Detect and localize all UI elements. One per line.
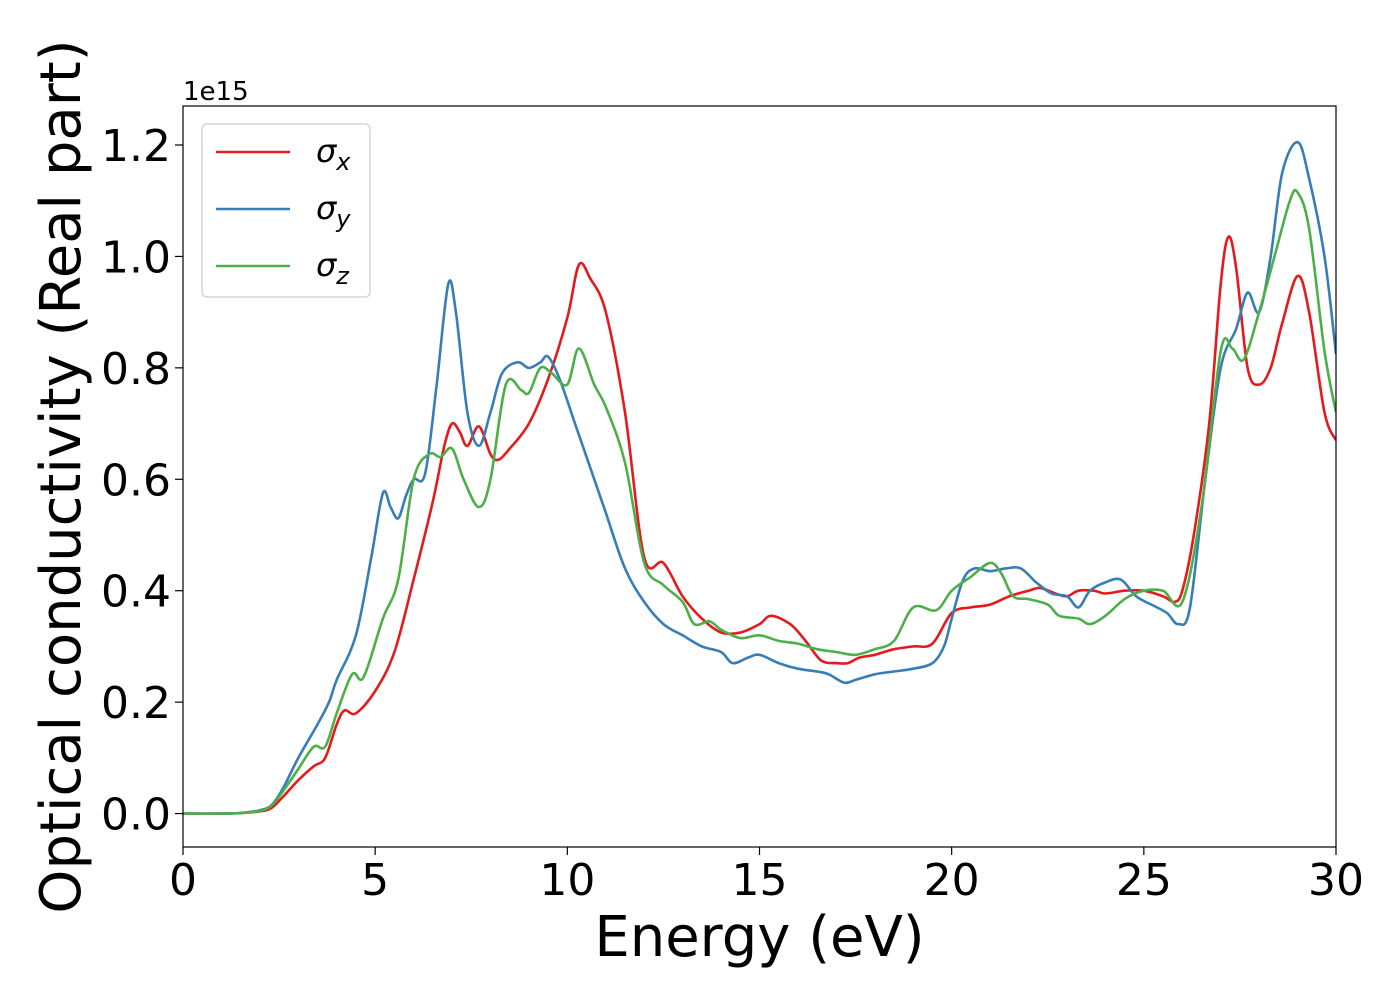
legend-box: [201, 123, 371, 298]
y-axis: 0.0 0.2 0.4 0.6 0.8 1.0 1.2: [101, 121, 183, 841]
x-axis: 0 5 10 15 20 25 30: [169, 847, 1364, 906]
x-axis-label: Energy (eV): [594, 905, 924, 970]
y-tick-label: 0.2: [101, 678, 171, 729]
x-tick-label: 20: [924, 855, 980, 906]
legend-label-z: σz: [316, 246, 350, 290]
x-tick-label: 15: [732, 855, 788, 906]
legend-label-y: σy: [316, 189, 351, 233]
y-axis-offset-label: 1e15: [183, 77, 249, 107]
x-tick-label: 0: [169, 855, 197, 906]
y-tick-label: 1.0: [101, 232, 171, 283]
x-tick-label: 25: [1116, 855, 1172, 906]
y-tick-label: 0.8: [101, 344, 171, 395]
series-line-y: [183, 140, 1336, 815]
y-tick-label: 0.0: [101, 790, 171, 841]
series-line-x: [183, 235, 1336, 815]
x-tick-label: 5: [361, 855, 389, 906]
series-line-z: [183, 188, 1336, 815]
legend: σx σy σz: [201, 123, 371, 298]
legend-label-x: σx: [316, 132, 351, 176]
series-layer: [183, 140, 1336, 815]
y-tick-label: 0.4: [101, 567, 171, 618]
y-tick-label: 1.2: [101, 121, 171, 172]
x-tick-label: 10: [539, 855, 595, 906]
y-axis-label: Optical conductivity (Real part): [29, 39, 94, 913]
x-tick-label: 30: [1308, 855, 1364, 906]
y-tick-label: 0.6: [101, 455, 171, 506]
